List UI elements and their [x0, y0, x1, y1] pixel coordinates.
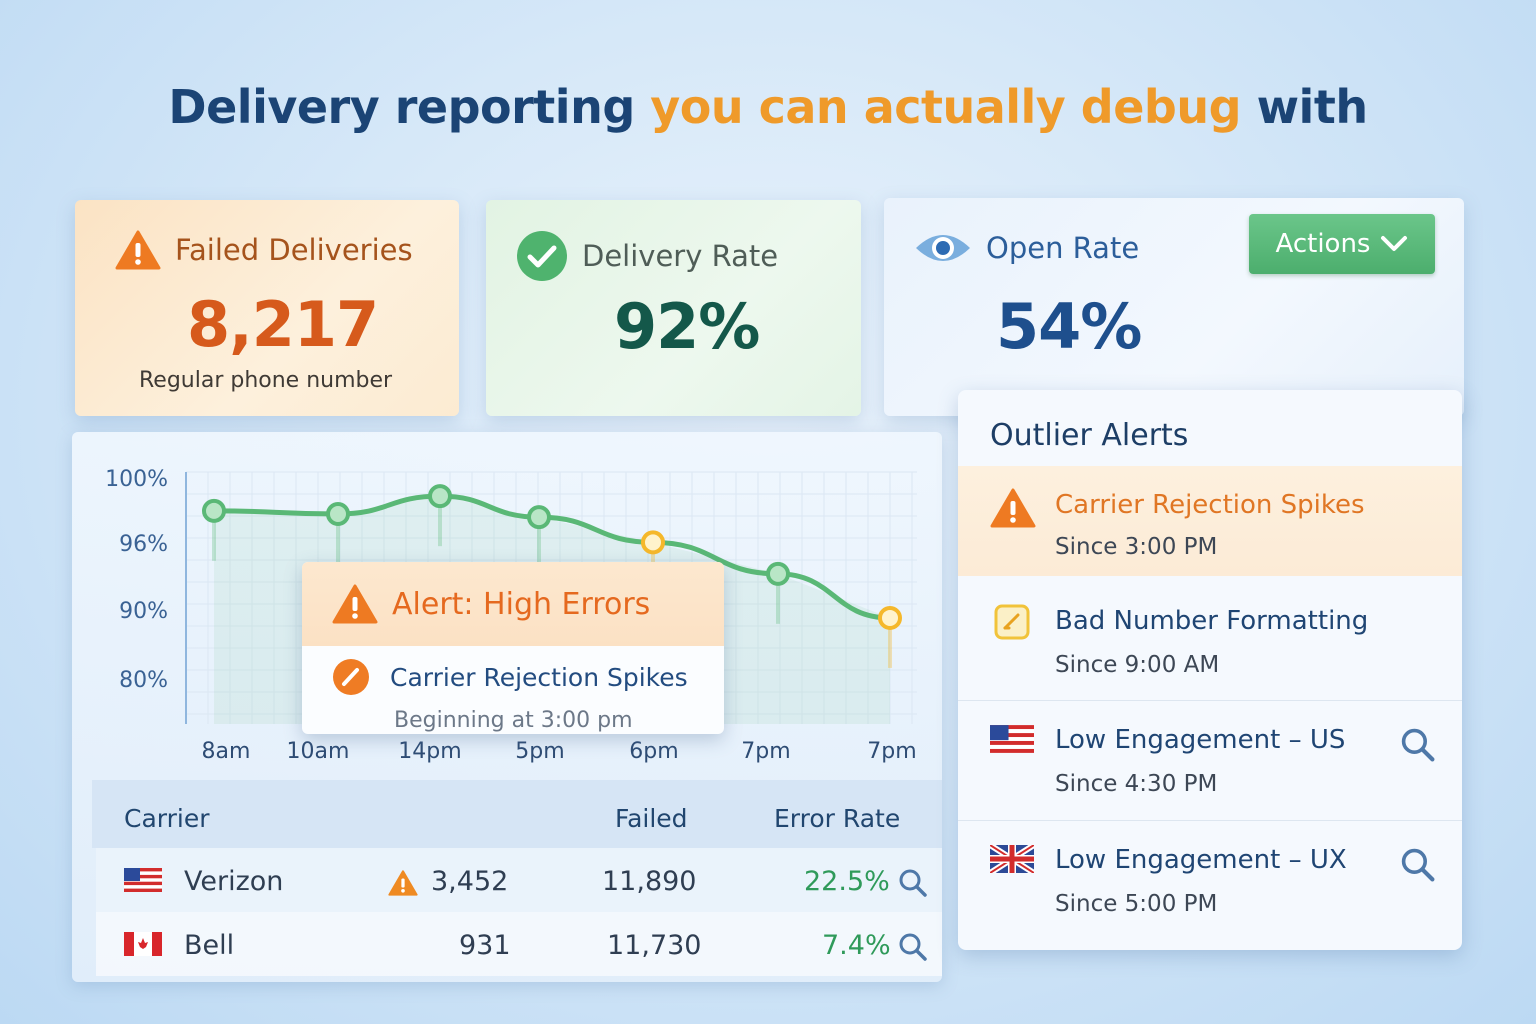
- outlier-alert-title: Carrier Rejection Spikes: [1055, 490, 1365, 520]
- carrier-error-rate: 22.5%: [804, 866, 890, 897]
- x-tick-label: 7pm: [741, 739, 790, 764]
- warning-icon: [115, 230, 161, 270]
- carrier-failed: 11,890: [602, 866, 697, 897]
- column-header-error-rate[interactable]: Error Rate: [774, 804, 901, 833]
- open-rate-label: Open Rate: [986, 231, 1140, 265]
- outlier-alert-since: Since 5:00 PM: [1055, 891, 1218, 917]
- open-rate-card[interactable]: Open Rate 54% Actions: [884, 198, 1464, 416]
- outlier-alert-title: Low Engagement – US: [1055, 725, 1346, 755]
- data-point: [202, 498, 226, 523]
- y-tick-label: 90%: [119, 599, 168, 624]
- y-tick-label: 80%: [119, 668, 168, 693]
- delivery-rate-value: 92%: [614, 290, 760, 363]
- outlier-alert-since: Since 9:00 AM: [1055, 652, 1220, 678]
- outlier-alert-item[interactable]: Carrier Rejection Spikes Since 3:00 PM: [958, 466, 1462, 576]
- chart-alert-item-label: Carrier Rejection Spikes: [390, 662, 688, 692]
- table-header: Carrier Failed Error Rate: [92, 780, 942, 848]
- uk-flag-icon: [990, 845, 1034, 873]
- page-headline: Delivery reporting you can actually debu…: [0, 80, 1536, 134]
- x-tick-label: 14pm: [398, 739, 461, 764]
- chart-alert-title: Alert: High Errors: [392, 586, 651, 622]
- data-point: [766, 561, 790, 586]
- carrier-count: 3,452: [431, 866, 509, 897]
- column-header-failed[interactable]: Failed: [615, 804, 688, 833]
- alert-data-point: [878, 605, 902, 630]
- carrier-table: Carrier Failed Error Rate Verizon 3,452 …: [92, 780, 942, 982]
- warning-icon: [332, 584, 378, 624]
- carrier-error-rate: 7.4%: [822, 930, 891, 961]
- check-circle-icon: [517, 231, 567, 281]
- headline-part2: with: [1256, 80, 1369, 134]
- carrier-failed: 11,730: [607, 930, 702, 961]
- search-icon[interactable]: [898, 868, 928, 898]
- delivery-rate-label: Delivery Rate: [582, 239, 779, 273]
- outlier-alert-title: Bad Number Formatting: [1055, 606, 1369, 636]
- edit-circle-icon: [333, 659, 369, 695]
- delivery-rate-card[interactable]: Delivery Rate 92%: [486, 200, 861, 416]
- ca-flag-icon: [124, 932, 162, 956]
- outlier-alert-title: Low Engagement – UX: [1055, 845, 1347, 875]
- chart-alert-body: Carrier Rejection Spikes Beginning at 3:…: [332, 658, 688, 733]
- outlier-alerts-title: Outlier Alerts: [990, 418, 1189, 453]
- y-tick-label: 100%: [105, 467, 168, 492]
- us-flag-icon: [990, 725, 1034, 753]
- chart-alert-popover[interactable]: Alert: High Errors Carrier Rejection Spi…: [302, 562, 724, 734]
- x-tick-label: 5pm: [515, 739, 564, 764]
- chart-alert-item: Carrier Rejection Spikes: [332, 658, 688, 696]
- actions-button-label: Actions: [1275, 229, 1371, 259]
- open-rate-header: Open Rate: [914, 230, 1139, 266]
- x-tick-label: 10am: [287, 739, 350, 764]
- carrier-count: 931: [459, 930, 511, 961]
- edit-icon: [994, 604, 1030, 640]
- actions-button[interactable]: Actions: [1249, 214, 1435, 274]
- data-point: [428, 484, 452, 509]
- table-row[interactable]: Verizon 3,452 11,890 22.5%: [96, 848, 942, 912]
- headline-part1: Delivery reporting: [168, 80, 635, 134]
- x-tick-label: 8am: [202, 739, 251, 764]
- open-rate-value: 54%: [996, 290, 1142, 363]
- failed-deliveries-card[interactable]: Failed Deliveries 8,217 Regular phone nu…: [75, 200, 459, 416]
- failed-deliveries-subtext: Regular phone number: [139, 368, 393, 393]
- search-icon[interactable]: [1400, 727, 1436, 763]
- data-point: [527, 505, 551, 530]
- failed-deliveries-label: Failed Deliveries: [175, 233, 413, 267]
- outlier-alert-item[interactable]: Low Engagement – UX Since 5:00 PM: [958, 820, 1462, 950]
- table-row[interactable]: Bell 931 11,730 7.4%: [96, 912, 942, 976]
- chevron-down-icon: [1381, 236, 1408, 251]
- warning-icon: [388, 870, 418, 896]
- x-tick-label: 7pm: [867, 739, 916, 764]
- outlier-alerts-panel: Outlier Alerts Carrier Rejection Spikes …: [958, 390, 1462, 950]
- data-point: [326, 502, 350, 526]
- delivery-rate-header: Delivery Rate: [516, 230, 778, 282]
- eye-icon: [916, 235, 970, 261]
- y-tick-label: 96%: [119, 532, 168, 557]
- chart-alert-subtext: Beginning at 3:00 pm: [394, 708, 633, 733]
- chart-alert-header: Alert: High Errors: [302, 562, 724, 646]
- column-header-carrier[interactable]: Carrier: [124, 804, 210, 833]
- warning-icon: [990, 488, 1036, 528]
- carrier-name: Bell: [184, 930, 235, 961]
- outlier-alert-item[interactable]: Bad Number Formatting Since 9:00 AM: [958, 582, 1462, 698]
- outlier-alert-since: Since 4:30 PM: [1055, 771, 1218, 797]
- outlier-alert-since: Since 3:00 PM: [1055, 534, 1218, 560]
- alert-data-point: [641, 530, 665, 555]
- us-flag-icon: [124, 868, 162, 892]
- failed-deliveries-header: Failed Deliveries: [115, 230, 413, 270]
- headline-accent: you can actually debug: [650, 80, 1242, 134]
- carrier-name: Verizon: [184, 866, 284, 897]
- search-icon[interactable]: [1400, 847, 1436, 883]
- outlier-alert-item[interactable]: Low Engagement – US Since 4:30 PM: [958, 700, 1462, 818]
- search-icon[interactable]: [898, 932, 928, 962]
- x-tick-label: 6pm: [629, 739, 678, 764]
- failed-deliveries-value: 8,217: [187, 288, 379, 361]
